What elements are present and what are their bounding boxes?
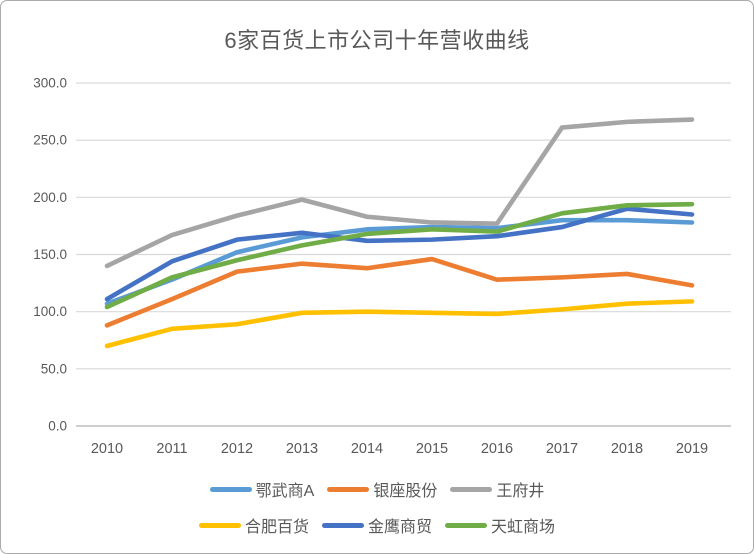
legend-swatch-yinzuo [327, 486, 370, 492]
series-line-2 [104, 117, 695, 269]
legend-label: 金鹰商贸 [367, 519, 432, 536]
y-axis-tick-label: 250.0 [33, 133, 67, 148]
legend-item-hefei: 合肥百货 [198, 513, 309, 537]
legend-item-tianhong: 天虹商场 [445, 513, 555, 537]
legend-label: 银座股份 [373, 483, 438, 500]
line-chart-plot-area: 0.0 50.0 100.0 150.0 200.0 250.0 300.0 2010 2011… [33, 76, 731, 457]
series-line-4 [104, 206, 695, 302]
legend-item-jinying: 金鹰商贸 [321, 513, 432, 537]
legend-item-yinzuo: 银座股份 [327, 477, 437, 501]
x-axis-tick-label: 2015 [416, 441, 448, 457]
x-axis-tick-label: 2018 [611, 441, 643, 457]
legend-label: 王府井 [496, 483, 545, 500]
legend-swatch-ewushang-a [209, 486, 252, 492]
series-line-5 [104, 201, 695, 310]
x-axis-tick-label: 2019 [676, 441, 708, 457]
legend-item-wangfujing: 王府井 [450, 477, 544, 501]
legend-label: 合肥百货 [244, 519, 309, 536]
legend-swatch-hefei [198, 522, 241, 528]
y-axis-tick-label: 0.0 [48, 419, 67, 434]
chart-legend: 鄂武商A 银座股份 王府井 合肥百货 金鹰商贸 天虹商场 [1, 477, 753, 537]
legend-row-1: 鄂武商A 银座股份 王府井 [209, 477, 544, 501]
x-axis-tick-label: 2011 [156, 441, 187, 457]
x-axis-tick-label: 2017 [546, 441, 578, 457]
x-axis-tick-label: 2013 [286, 441, 318, 457]
series-line-1 [104, 256, 695, 328]
legend-item-ewushang-a: 鄂武商A [209, 477, 315, 501]
x-axis-tick-label: 2010 [91, 441, 123, 457]
legend-swatch-jinying [321, 522, 364, 528]
y-axis-tick-label: 300.0 [33, 76, 67, 91]
x-axis-tick-label: 2012 [221, 441, 253, 457]
series-line-3 [104, 299, 695, 349]
y-axis-tick-label: 50.0 [41, 361, 67, 376]
x-axis-tick-label: 2014 [351, 441, 383, 457]
y-axis-tick-label: 150.0 [33, 247, 67, 262]
legend-swatch-tianhong [445, 522, 487, 528]
chart-title: 6家百货上市公司十年营收曲线 [224, 28, 530, 53]
y-axis-tick-label: 200.0 [33, 190, 67, 205]
legend-label: 鄂武商A [255, 483, 315, 500]
x-axis-tick-label: 2016 [481, 441, 513, 457]
legend-label: 天虹商场 [491, 519, 556, 536]
legend-row-2: 合肥百货 金鹰商贸 天虹商场 [198, 513, 555, 537]
legend-swatch-wangfujing [450, 486, 493, 492]
y-axis-tick-label: 100.0 [33, 304, 67, 319]
